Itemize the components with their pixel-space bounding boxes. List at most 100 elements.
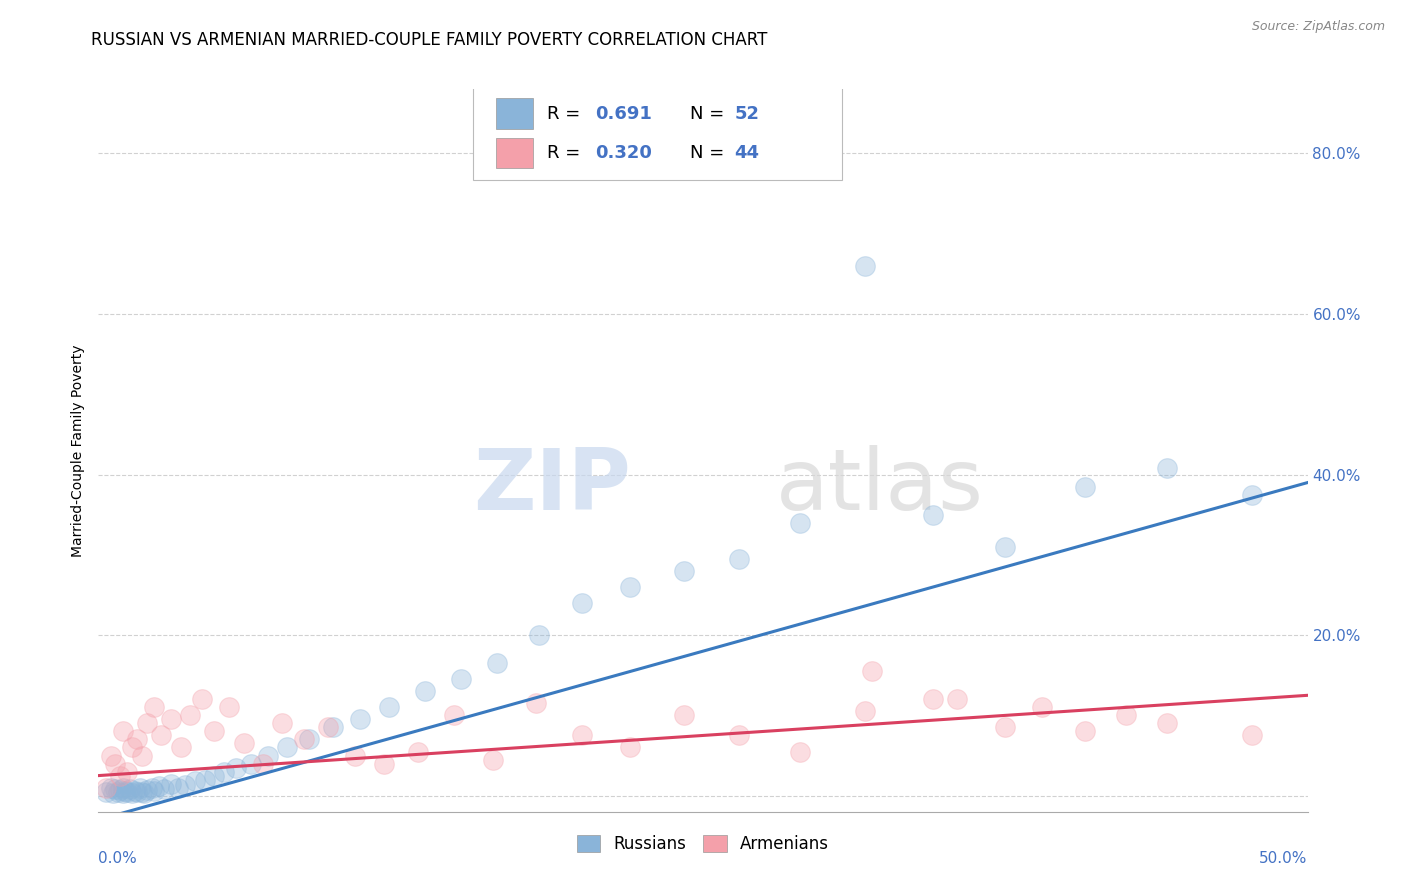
Point bbox=[141, 780, 163, 795]
Point bbox=[994, 540, 1017, 554]
Point bbox=[571, 728, 593, 742]
Point bbox=[316, 721, 339, 735]
Point bbox=[218, 700, 240, 714]
Point bbox=[134, 786, 156, 800]
Y-axis label: Married-Couple Family Poverty: Married-Couple Family Poverty bbox=[72, 344, 86, 557]
Point bbox=[128, 781, 150, 796]
Point bbox=[728, 551, 751, 566]
Point bbox=[1115, 708, 1137, 723]
Point bbox=[107, 785, 129, 799]
Point bbox=[619, 580, 641, 594]
Point bbox=[179, 708, 201, 723]
FancyBboxPatch shape bbox=[496, 137, 533, 168]
Point bbox=[117, 785, 139, 799]
Point bbox=[571, 596, 593, 610]
Point bbox=[946, 692, 969, 706]
Point bbox=[298, 732, 321, 747]
Point bbox=[406, 744, 429, 758]
Point bbox=[94, 785, 117, 799]
Point bbox=[1074, 479, 1097, 493]
Point bbox=[789, 516, 811, 530]
FancyBboxPatch shape bbox=[474, 87, 842, 179]
Point bbox=[111, 724, 134, 739]
Legend: Russians, Armenians: Russians, Armenians bbox=[569, 826, 837, 861]
Point bbox=[232, 737, 254, 751]
Point bbox=[118, 782, 141, 797]
Point bbox=[443, 708, 465, 723]
Text: atlas: atlas bbox=[776, 445, 984, 528]
Point bbox=[450, 673, 472, 687]
Text: 0.320: 0.320 bbox=[595, 144, 652, 161]
Point bbox=[121, 740, 143, 755]
Point bbox=[167, 780, 190, 795]
Point bbox=[619, 740, 641, 755]
Point bbox=[135, 783, 157, 797]
Point bbox=[204, 769, 226, 783]
Point bbox=[121, 786, 143, 800]
Point bbox=[1074, 724, 1097, 739]
Point bbox=[921, 692, 943, 706]
Point bbox=[1156, 461, 1178, 475]
Point bbox=[527, 628, 550, 642]
Point bbox=[94, 780, 117, 795]
Point bbox=[292, 732, 315, 747]
Point bbox=[127, 785, 149, 799]
Point bbox=[108, 769, 131, 783]
Point bbox=[100, 780, 122, 795]
Point bbox=[111, 780, 134, 795]
Point bbox=[413, 684, 436, 698]
Point bbox=[256, 748, 278, 763]
Point bbox=[152, 782, 174, 797]
Point bbox=[672, 708, 695, 723]
Point bbox=[252, 756, 274, 771]
Point bbox=[373, 756, 395, 771]
Point bbox=[117, 764, 139, 779]
Point bbox=[377, 700, 399, 714]
Text: 44: 44 bbox=[734, 144, 759, 161]
Point bbox=[108, 783, 131, 797]
Point bbox=[169, 740, 191, 755]
Text: R =: R = bbox=[547, 104, 586, 123]
Text: Source: ZipAtlas.com: Source: ZipAtlas.com bbox=[1251, 20, 1385, 33]
Point bbox=[124, 784, 146, 798]
Point bbox=[853, 705, 876, 719]
Point bbox=[212, 764, 235, 779]
Point bbox=[104, 756, 127, 771]
Point bbox=[174, 778, 197, 792]
Point bbox=[239, 756, 262, 771]
Point bbox=[101, 786, 124, 800]
Text: ZIP: ZIP bbox=[472, 445, 630, 528]
Text: R =: R = bbox=[547, 144, 586, 161]
Point bbox=[135, 716, 157, 731]
Point bbox=[1240, 728, 1263, 742]
Text: N =: N = bbox=[690, 144, 730, 161]
Point bbox=[271, 716, 294, 731]
Point bbox=[481, 753, 503, 767]
Point bbox=[1240, 487, 1263, 501]
Text: RUSSIAN VS ARMENIAN MARRIED-COUPLE FAMILY POVERTY CORRELATION CHART: RUSSIAN VS ARMENIAN MARRIED-COUPLE FAMIL… bbox=[91, 31, 768, 49]
Point bbox=[789, 744, 811, 758]
Point bbox=[160, 712, 183, 726]
Point bbox=[672, 564, 695, 578]
Point bbox=[184, 774, 207, 789]
Point bbox=[131, 785, 153, 799]
Point bbox=[1156, 716, 1178, 731]
Point bbox=[204, 724, 226, 739]
Point bbox=[194, 772, 217, 787]
Point bbox=[322, 721, 344, 735]
Point bbox=[276, 740, 298, 755]
Point bbox=[349, 712, 371, 726]
Point bbox=[114, 784, 136, 798]
Point bbox=[860, 664, 883, 678]
Point bbox=[524, 696, 547, 710]
Point bbox=[1031, 700, 1053, 714]
Point bbox=[127, 732, 149, 747]
FancyBboxPatch shape bbox=[496, 98, 533, 128]
Point bbox=[100, 748, 122, 763]
Point bbox=[104, 782, 127, 797]
Text: 52: 52 bbox=[734, 104, 759, 123]
Point bbox=[148, 779, 170, 793]
Point bbox=[191, 692, 214, 706]
Point bbox=[160, 776, 183, 791]
Point bbox=[343, 748, 366, 763]
